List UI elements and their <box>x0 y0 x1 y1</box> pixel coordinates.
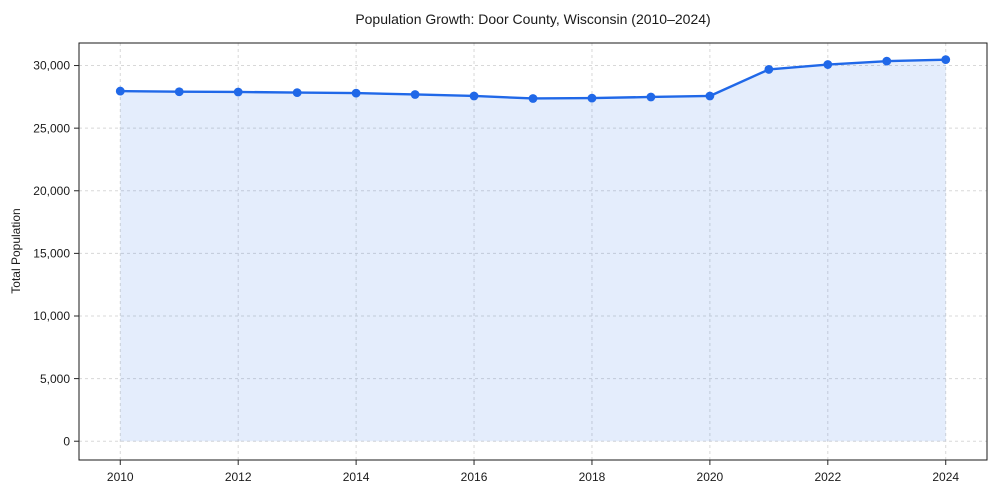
y-tick-label: 20,000 <box>33 184 70 198</box>
data-point <box>764 65 774 74</box>
data-point <box>469 91 479 101</box>
x-tick-label: 2024 <box>932 470 959 484</box>
data-point <box>646 92 656 102</box>
y-tick-label: 10,000 <box>33 309 70 323</box>
data-points <box>115 55 951 103</box>
series-area <box>120 59 946 442</box>
axis-ticks-and-labels: 0 5,000 10,000 15,000 20,000 25,000 30,000 2010… <box>33 59 959 484</box>
data-point <box>705 91 715 101</box>
plot-border <box>78 42 988 461</box>
x-tick-label: 2022 <box>814 470 841 484</box>
y-tick-label: 5,000 <box>40 372 70 386</box>
data-point <box>587 93 597 103</box>
y-tick-label: 0 <box>63 434 70 448</box>
gridlines <box>79 43 987 460</box>
y-axis-label: Total Population <box>9 208 23 294</box>
x-tick-label: 2012 <box>225 470 252 484</box>
data-point <box>233 87 243 97</box>
data-point <box>823 60 833 69</box>
data-point <box>351 88 361 98</box>
x-tick-label: 2016 <box>461 470 488 484</box>
y-tick-label: 15,000 <box>33 247 70 261</box>
area-fill <box>120 59 946 442</box>
y-tick-label: 30,000 <box>33 59 70 73</box>
data-point <box>882 56 892 66</box>
data-point <box>292 88 302 97</box>
x-tick-label: 2010 <box>107 470 134 484</box>
y-tick-label: 25,000 <box>33 121 70 135</box>
data-point <box>174 87 184 97</box>
chart-title: Population Growth: Door County, Wisconsi… <box>355 11 711 27</box>
data-point <box>941 55 951 65</box>
data-point <box>410 90 420 99</box>
data-point <box>115 86 125 96</box>
x-tick-label: 2018 <box>579 470 606 484</box>
data-point <box>528 94 538 103</box>
x-tick-label: 2020 <box>697 470 724 484</box>
x-tick-label: 2014 <box>343 470 370 484</box>
axes-box <box>78 42 988 461</box>
